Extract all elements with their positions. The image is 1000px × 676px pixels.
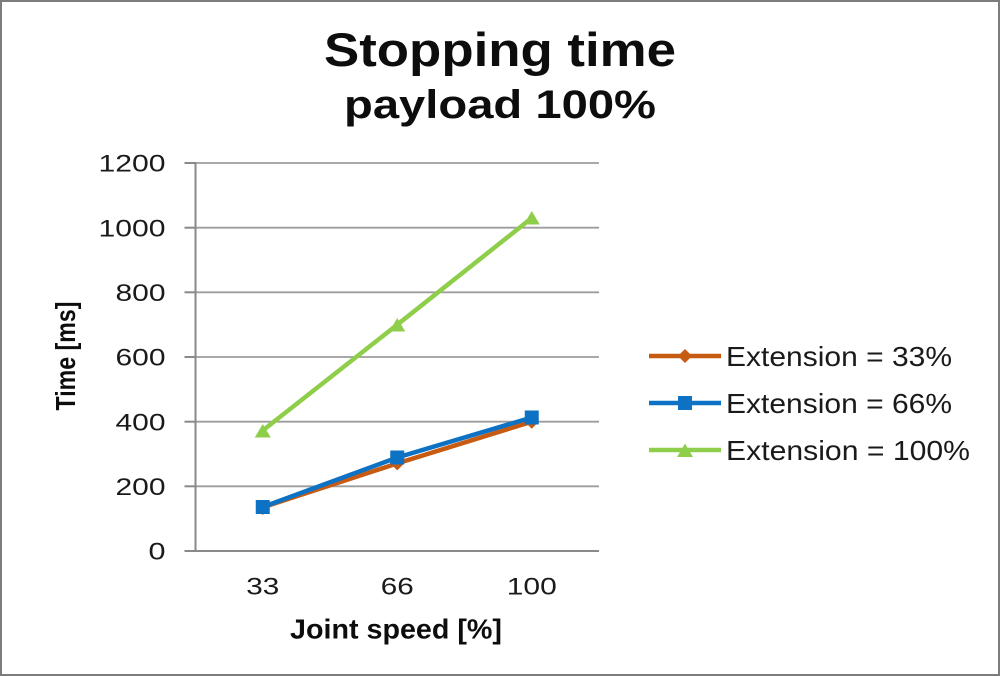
svg-text:Extension = 33%: Extension = 33% [726, 341, 952, 372]
svg-text:600: 600 [116, 345, 166, 372]
svg-text:33: 33 [246, 574, 279, 601]
svg-text:Time [ms]: Time [ms] [50, 302, 81, 411]
svg-text:200: 200 [116, 474, 166, 501]
svg-text:Joint speed [%]: Joint speed [%] [290, 613, 502, 644]
svg-text:payload 100%: payload 100% [344, 83, 656, 127]
svg-text:400: 400 [116, 409, 166, 436]
svg-text:0: 0 [149, 539, 166, 566]
svg-text:Stopping time: Stopping time [324, 24, 676, 77]
svg-text:800: 800 [116, 280, 166, 307]
svg-text:1200: 1200 [99, 151, 166, 178]
svg-text:100: 100 [507, 574, 557, 601]
svg-text:Extension = 100%: Extension = 100% [726, 435, 970, 466]
svg-text:66: 66 [381, 574, 414, 601]
svg-text:Extension = 66%: Extension = 66% [726, 388, 952, 419]
svg-text:1000: 1000 [99, 215, 166, 242]
